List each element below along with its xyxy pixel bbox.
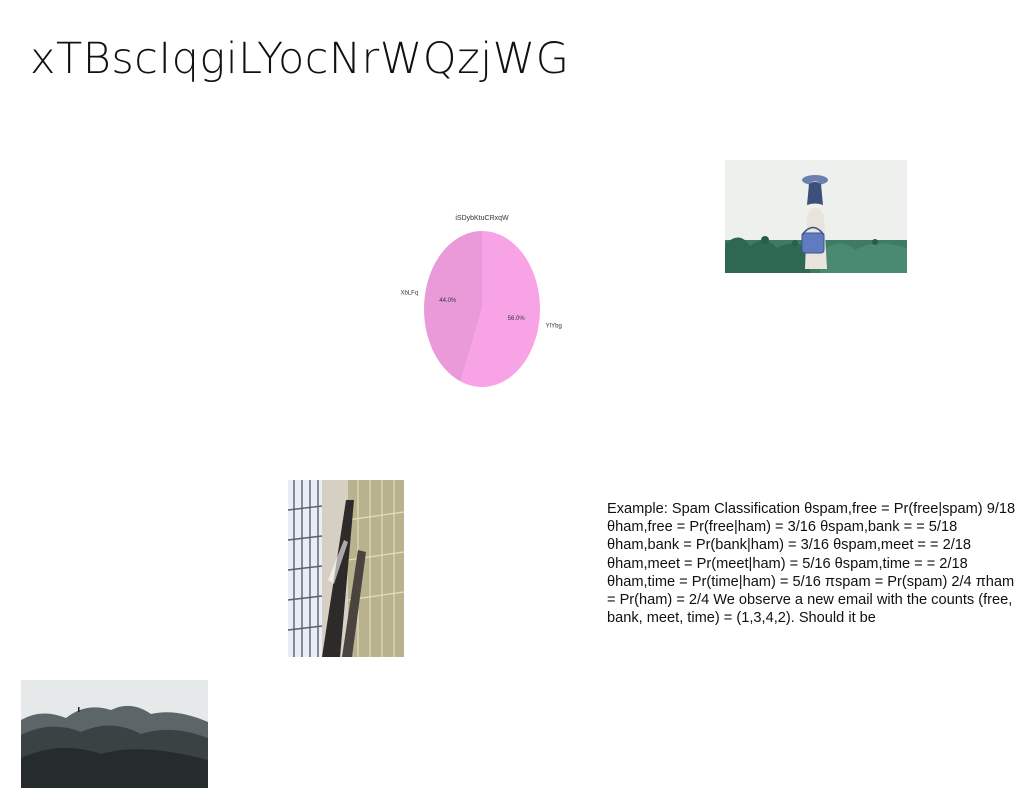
example-text-block: Example: Spam Classification θspam,free … bbox=[607, 501, 1016, 627]
woman-photo bbox=[725, 160, 907, 273]
pie-percent-label-xblfq: 44.0% bbox=[439, 298, 457, 304]
pie-category-label-ylybg: YlYbg bbox=[546, 323, 562, 329]
page-title: xTBscIqgiLYocNrWQzjWG bbox=[30, 34, 570, 84]
woman-photo-image bbox=[725, 160, 907, 273]
building-photo bbox=[288, 480, 404, 657]
pie-category-label-xblfq: XbLFq bbox=[401, 291, 419, 297]
pie-slice-ylybg bbox=[460, 231, 540, 387]
building-photo-image bbox=[288, 480, 404, 657]
pie-chart-svg: iSDybKtuCRxqW 56.0% YlYbg 44.0% XbLFq bbox=[401, 215, 562, 387]
pie-slice-xblfq bbox=[423, 231, 482, 382]
pie-percent-label-ylybg: 56.0% bbox=[508, 316, 526, 322]
pie-chart-title: iSDybKtuCRxqW bbox=[455, 215, 509, 222]
pie-chart: iSDybKtuCRxqW 56.0% YlYbg 44.0% XbLFq bbox=[395, 205, 575, 395]
rocks-photo bbox=[21, 680, 208, 788]
rocks-photo-image bbox=[21, 680, 208, 788]
